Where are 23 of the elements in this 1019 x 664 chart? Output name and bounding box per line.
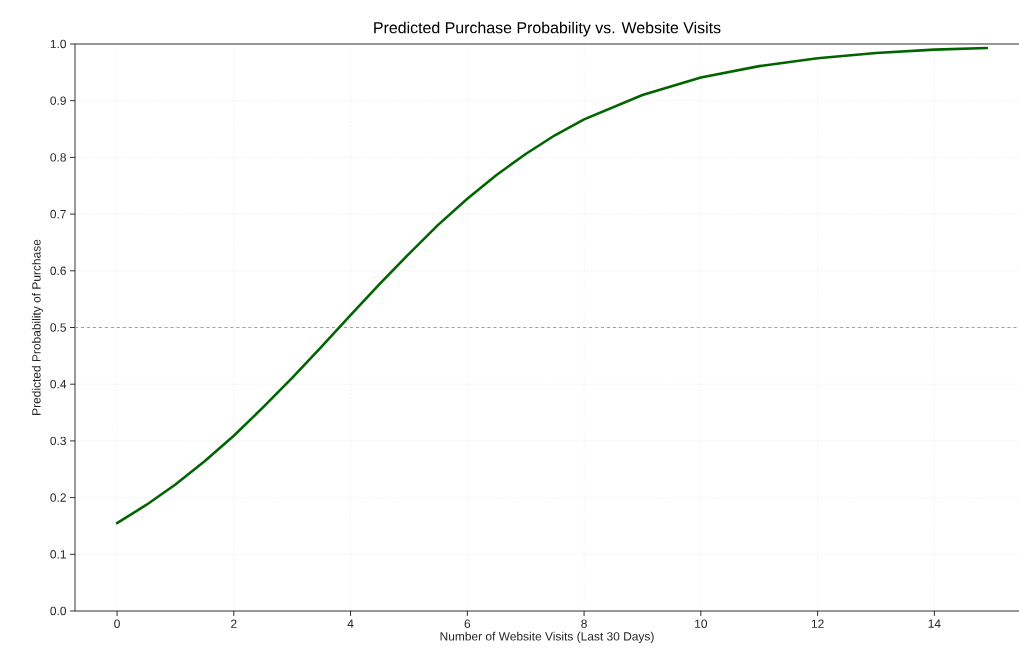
y-tick-label: 0.0 [50,606,67,616]
x-tick-label: 8 [581,619,587,628]
chart-title: Predicted Purchase Probability vs. Website Visits [374,21,721,37]
y-tick-label: 0.1 [50,550,66,559]
y-tick-label: 1.0 [50,39,67,49]
line-series [115,46,989,525]
y-tick-label: 0.9 [50,96,66,105]
x-tick-label: 2 [231,619,237,628]
y-tick-label: 0.4 [50,379,67,389]
x-tick-label: 6 [464,619,471,628]
y-tick-label: 0.8 [50,153,66,162]
y-tick-label: 0.6 [50,266,66,276]
x-tick-label: 4 [347,619,354,628]
x-tick-label: 10 [695,619,708,628]
y-tick-label: 0.7 [50,209,66,219]
y-tick-label: 0.2 [50,493,66,502]
x-tick-label: 0 [114,619,120,628]
y-tick-label: 0.5 [50,323,66,332]
x-axis-title: Number of Website Visits (Last 30 Days) [440,631,654,643]
y-axis-title: Predicted Probability of Purchase [31,239,44,415]
x-tick-label: 12 [811,619,824,628]
y-tick-label: 0.3 [50,436,66,446]
x-tick-label: 14 [928,619,941,628]
